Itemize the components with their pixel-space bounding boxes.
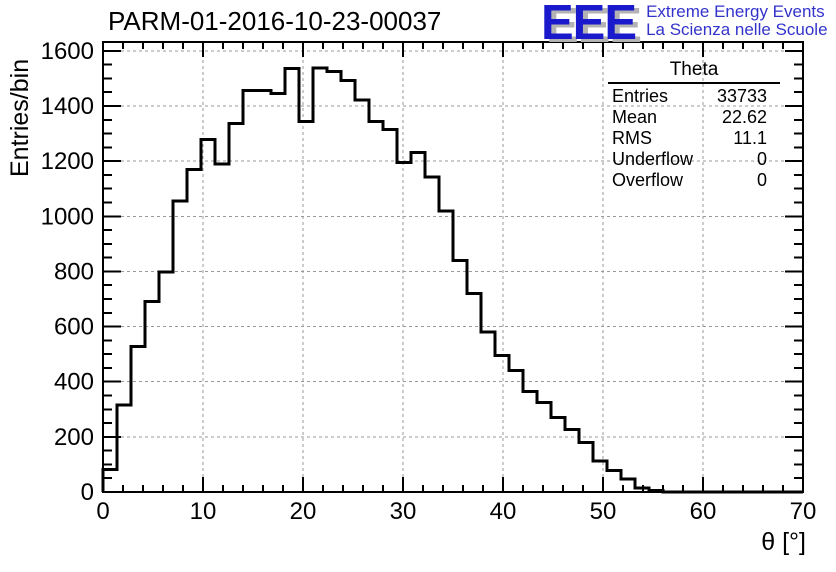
stats-row-mean: Mean 22.62 [608, 107, 780, 128]
stat-value: 0 [756, 170, 767, 190]
stats-row-underflow: Underflow 0 [608, 149, 780, 170]
stats-row-rms: RMS 11.1 [608, 128, 780, 149]
y-tick-label: 400 [54, 369, 94, 396]
eee-logo-acronym: EEE [541, 0, 637, 50]
x-tick-label: 50 [590, 498, 617, 525]
x-tick-label: 30 [390, 498, 417, 525]
y-axis-title: Entries/bin [6, 58, 34, 177]
stat-value: 11.1 [733, 128, 767, 148]
eee-logo: EEE Extreme Energy Events La Scienza nel… [541, 0, 828, 50]
stats-box-rule [608, 82, 780, 84]
x-tick-label: 20 [290, 498, 317, 525]
stats-row-entries: Entries 33733 [608, 86, 780, 107]
histogram-line [101, 66, 803, 494]
stats-row-overflow: Overflow 0 [608, 170, 780, 191]
stat-label: RMS [612, 128, 652, 148]
stat-label: Overflow [612, 170, 684, 190]
y-tick-label: 200 [54, 424, 94, 451]
y-tick-label: 0 [81, 479, 94, 506]
y-tick-label: 1600 [41, 38, 94, 65]
x-tick-label: 70 [790, 498, 817, 525]
y-tick-label: 1000 [41, 203, 94, 230]
y-tick-label: 800 [54, 258, 94, 285]
x-axis-title: θ [°] [761, 528, 806, 556]
stat-label: Entries [612, 86, 669, 106]
stat-value: 33733 [716, 86, 767, 106]
eee-logo-line1: Extreme Energy Events [646, 2, 825, 21]
x-tick-label: 60 [690, 498, 717, 525]
eee-logo-text: Extreme Energy Events La Scienza nelle S… [646, 3, 827, 39]
stat-value: 0 [756, 149, 767, 169]
stats-box: Theta Entries 33733 Mean 22.62 RMS 11.1 … [608, 59, 780, 191]
stat-value: 22.62 [721, 107, 767, 127]
x-tick-label: 0 [96, 498, 109, 525]
stat-label: Mean [612, 107, 658, 127]
stat-label: Underflow [612, 149, 694, 169]
stats-box-title: Theta [669, 59, 719, 80]
y-tick-label: 1200 [41, 148, 94, 175]
plot-frame [102, 41, 804, 493]
x-tick-label: 10 [190, 498, 217, 525]
x-tick-label: 40 [490, 498, 517, 525]
page-title: PARM-01-2016-10-23-00037 [108, 6, 442, 36]
y-tick-label: 1400 [41, 93, 94, 120]
eee-logo-line2: La Scienza nelle Scuole [646, 20, 828, 39]
y-tick-label: 600 [54, 314, 94, 341]
